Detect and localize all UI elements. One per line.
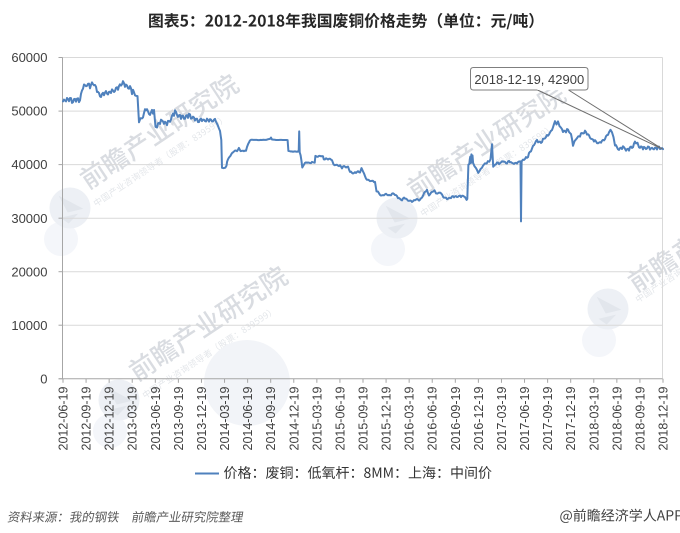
svg-text:60000: 60000 [11, 50, 47, 65]
svg-text:50000: 50000 [11, 104, 47, 119]
svg-text:2018-03-19: 2018-03-19 [587, 387, 601, 451]
svg-text:2016-12-19: 2016-12-19 [472, 387, 486, 451]
svg-text:2012-09-19: 2012-09-19 [80, 387, 94, 451]
svg-text:0: 0 [40, 371, 47, 386]
svg-text:10000: 10000 [11, 318, 47, 333]
svg-text:2018-12-19, 42900: 2018-12-19, 42900 [474, 72, 584, 87]
svg-text:40000: 40000 [11, 157, 47, 172]
svg-text:2016-09-19: 2016-09-19 [449, 387, 463, 451]
svg-text:2016-03-19: 2016-03-19 [403, 387, 417, 451]
svg-text:2017-09-19: 2017-09-19 [541, 387, 555, 451]
svg-text:2014-03-19: 2014-03-19 [218, 387, 232, 451]
svg-text:20000: 20000 [11, 264, 47, 279]
svg-text:2017-06-19: 2017-06-19 [518, 387, 532, 451]
svg-text:2014-06-19: 2014-06-19 [241, 387, 255, 451]
svg-text:2013-12-19: 2013-12-19 [195, 387, 209, 451]
svg-text:2018-09-19: 2018-09-19 [633, 387, 647, 451]
svg-text:2017-12-19: 2017-12-19 [564, 387, 578, 451]
svg-text:2016-06-19: 2016-06-19 [426, 387, 440, 451]
svg-text:2017-03-19: 2017-03-19 [495, 387, 509, 451]
svg-text:2015-12-19: 2015-12-19 [380, 387, 394, 451]
svg-text:2013-06-19: 2013-06-19 [149, 387, 163, 451]
svg-text:30000: 30000 [11, 211, 47, 226]
svg-text:2015-09-19: 2015-09-19 [357, 387, 371, 451]
svg-text:2018-06-19: 2018-06-19 [610, 387, 624, 451]
svg-text:2012-12-19: 2012-12-19 [103, 387, 117, 451]
svg-text:2013-03-19: 2013-03-19 [126, 387, 140, 451]
svg-text:2014-12-19: 2014-12-19 [287, 387, 301, 451]
svg-text:2015-03-19: 2015-03-19 [310, 387, 324, 451]
svg-text:2015-06-19: 2015-06-19 [333, 387, 347, 451]
svg-text:2013-09-19: 2013-09-19 [172, 387, 186, 451]
svg-text:2012-06-19: 2012-06-19 [57, 387, 71, 451]
svg-text:2018-12-19: 2018-12-19 [657, 387, 671, 451]
svg-text:2014-09-19: 2014-09-19 [264, 387, 278, 451]
